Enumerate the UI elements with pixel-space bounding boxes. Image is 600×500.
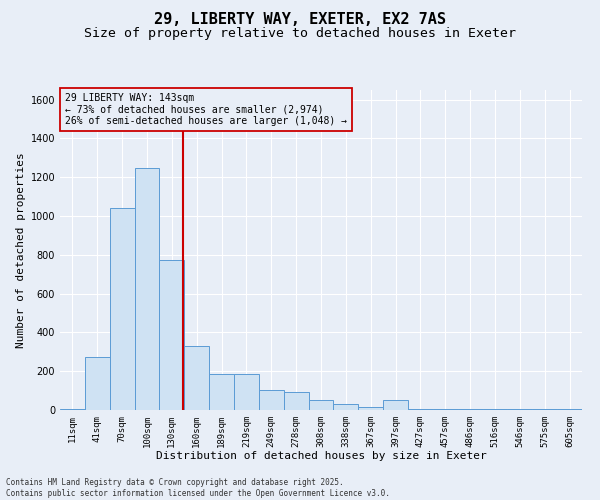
Bar [160, 260, 184, 410]
Bar [134, 168, 160, 410]
Text: Contains HM Land Registry data © Crown copyright and database right 2025.
Contai: Contains HM Land Registry data © Crown c… [6, 478, 390, 498]
Bar [358, 407, 383, 410]
Text: Size of property relative to detached houses in Exeter: Size of property relative to detached ho… [84, 28, 516, 40]
Bar [234, 374, 259, 410]
Text: 29 LIBERTY WAY: 143sqm
← 73% of detached houses are smaller (2,974)
26% of semi-: 29 LIBERTY WAY: 143sqm ← 73% of detached… [65, 93, 347, 126]
Bar [308, 400, 334, 410]
Bar [85, 356, 110, 410]
Bar [334, 404, 358, 410]
Bar [259, 390, 284, 410]
Bar [209, 374, 234, 410]
Bar [110, 208, 134, 410]
Text: 29, LIBERTY WAY, EXETER, EX2 7AS: 29, LIBERTY WAY, EXETER, EX2 7AS [154, 12, 446, 28]
Bar [184, 346, 209, 410]
Y-axis label: Number of detached properties: Number of detached properties [16, 152, 26, 348]
X-axis label: Distribution of detached houses by size in Exeter: Distribution of detached houses by size … [155, 452, 487, 462]
Bar [383, 400, 408, 410]
Bar [284, 392, 308, 410]
